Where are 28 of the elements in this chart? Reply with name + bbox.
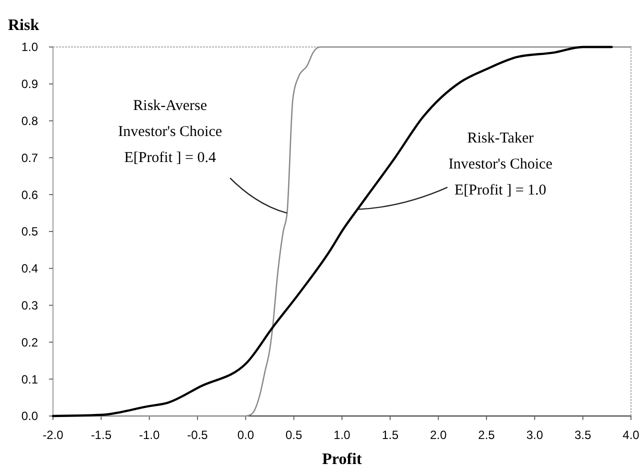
annotation: Risk-Averse Investor's Choice E[Profit ] = 0.4 xyxy=(118,98,222,166)
x-axis-title: Profit xyxy=(322,451,363,468)
x-tick-label: 3.5 xyxy=(574,428,592,442)
y-tick-label: 0.7 xyxy=(21,150,38,165)
x-tick-label: -1.0 xyxy=(138,428,160,442)
x-tick-label: 0.5 xyxy=(285,428,302,442)
x-tick-label: 1.5 xyxy=(382,428,399,442)
x-tick-label: 0.0 xyxy=(237,428,254,442)
x-tick-label: 2.0 xyxy=(430,428,447,442)
x-tick-label: 4.0 xyxy=(622,428,640,442)
y-tick-label: 0.3 xyxy=(21,298,38,312)
y-tick-label: 0.2 xyxy=(21,335,38,350)
y-tick-label: 0.5 xyxy=(21,224,38,239)
y-tick-label: 0.0 xyxy=(21,409,38,424)
y-tick-label: 0.4 xyxy=(21,262,38,276)
y-axis-title: Risk xyxy=(8,17,40,34)
y-tick-label: 0.6 xyxy=(21,188,38,202)
y-tick-label: 0.1 xyxy=(21,372,38,386)
x-tick-label: 3.0 xyxy=(526,428,544,442)
x-tick-label: 1.0 xyxy=(334,428,351,442)
y-tick-label: 0.9 xyxy=(21,77,38,92)
x-tick-label: 2.5 xyxy=(478,428,496,442)
annotation: Risk-Taker Investor's Choice E[Profit ] = 1.0 xyxy=(448,130,553,198)
y-tick-label: 0.8 xyxy=(21,114,38,128)
x-tick-label: -2.0 xyxy=(42,428,64,442)
x-tick-label: -1.5 xyxy=(90,428,112,442)
x-tick-label: -0.5 xyxy=(187,428,208,442)
y-tick-label: 1.0 xyxy=(21,40,38,54)
